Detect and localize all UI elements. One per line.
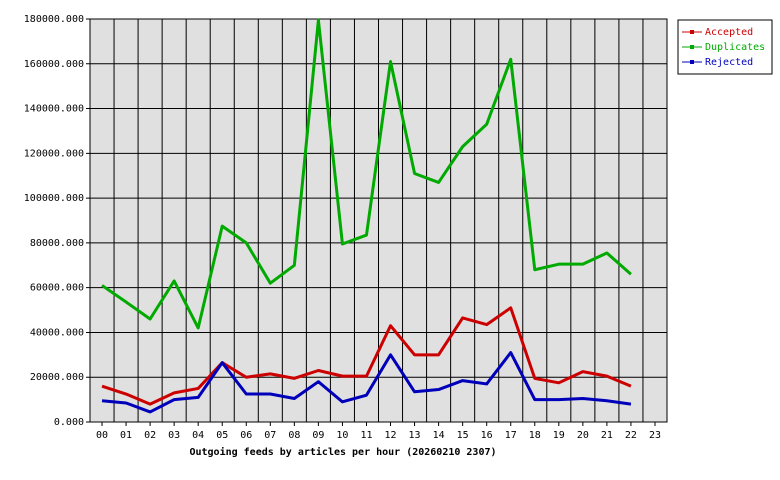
legend-marker [690, 45, 694, 49]
legend-label: Accepted [705, 27, 753, 38]
x-tick-label: 20 [577, 430, 589, 441]
x-tick-label: 03 [168, 430, 180, 441]
x-tick-label: 12 [384, 430, 396, 441]
legend-label: Rejected [705, 57, 753, 68]
y-tick-label: 80000.000 [30, 238, 84, 249]
x-tick-label: 17 [505, 430, 517, 441]
x-tick-label: 16 [481, 430, 493, 441]
x-tick-label: 08 [288, 430, 300, 441]
y-tick-label: 40000.000 [30, 327, 84, 338]
series-line [101, 351, 632, 414]
y-tick-label: 60000.000 [30, 283, 84, 294]
x-tick-label: 14 [433, 430, 445, 441]
x-tick-label: 01 [120, 430, 132, 441]
legend-marker [690, 60, 694, 64]
y-tick-label: 160000.000 [24, 59, 84, 70]
y-tick-label: 140000.000 [24, 104, 84, 115]
x-tick-label: 22 [625, 430, 637, 441]
x-tick-label: 02 [144, 430, 156, 441]
y-tick-label: 20000.000 [30, 372, 84, 383]
x-tick-label: 21 [601, 430, 613, 441]
y-tick-label: 0.000 [54, 417, 84, 428]
x-tick-label: 15 [457, 430, 469, 441]
x-tick-label: 10 [336, 430, 348, 441]
x-tick-label: 05 [216, 430, 228, 441]
series-line [101, 306, 632, 406]
x-tick-label: 04 [192, 430, 204, 441]
x-tick-label: 19 [553, 430, 565, 441]
y-tick-label: 120000.000 [24, 148, 84, 159]
series-line [101, 18, 632, 330]
x-tick-label: 09 [312, 430, 324, 441]
legend-marker [690, 30, 694, 34]
y-tick-label: 180000.000 [24, 14, 84, 25]
x-axis-label: Outgoing feeds by articles per hour (202… [189, 446, 496, 458]
x-tick-label: 23 [649, 430, 661, 441]
x-tick-label: 00 [96, 430, 108, 441]
y-tick-label: 100000.000 [24, 193, 84, 204]
legend-label: Duplicates [705, 42, 765, 53]
x-tick-label: 11 [360, 430, 372, 441]
x-tick-label: 06 [240, 430, 252, 441]
x-tick-label: 07 [264, 430, 276, 441]
x-tick-label: 18 [529, 430, 541, 441]
x-tick-label: 13 [409, 430, 421, 441]
